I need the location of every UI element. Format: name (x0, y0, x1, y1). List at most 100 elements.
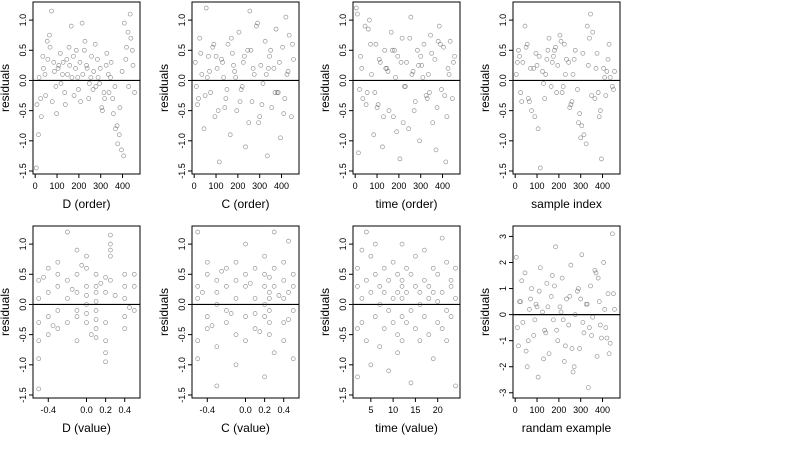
data-point (122, 326, 128, 331)
data-point (38, 96, 43, 101)
data-point (595, 275, 601, 281)
x-tick-label: -0.4 (41, 405, 57, 415)
data-point (442, 93, 448, 98)
data-point (267, 308, 272, 313)
y-tick-label: -1.5 (177, 163, 187, 179)
data-point (525, 338, 531, 344)
data-point (408, 271, 414, 277)
data-point (36, 356, 42, 362)
data-point (223, 96, 229, 101)
data-point (593, 270, 599, 276)
data-point (84, 63, 89, 68)
data-point (201, 126, 207, 132)
data-point (430, 356, 436, 362)
data-point (62, 102, 68, 107)
data-point (219, 56, 224, 62)
y-tick-label: -1.5 (177, 387, 187, 403)
data-point (607, 75, 613, 80)
data-point (560, 317, 566, 323)
y-tick-label: -1.0 (177, 357, 187, 373)
data-point (411, 108, 417, 113)
data-point (55, 284, 61, 289)
data-point (589, 93, 594, 98)
y-tick-label: 0.5 (498, 44, 508, 57)
data-point (576, 286, 581, 291)
data-points (353, 5, 457, 165)
data-point (436, 23, 442, 29)
data-point (425, 72, 431, 77)
data-point (534, 304, 540, 310)
data-point (60, 60, 66, 65)
data-point (568, 262, 574, 268)
data-point (84, 311, 89, 316)
data-point (113, 126, 118, 132)
data-point (263, 72, 269, 77)
x-tick-label: 100 (50, 181, 65, 191)
data-point (566, 60, 572, 65)
data-point (389, 47, 395, 53)
x-tick-label: 100 (370, 181, 385, 191)
data-point (281, 296, 287, 301)
plot-frame (191, 225, 300, 399)
panel-8: 0 100 200 300 400 -3 -2 -1 0 1 2 3 randam example res… (478, 225, 621, 435)
data-point (289, 114, 294, 120)
data-point (369, 72, 374, 77)
data-point (428, 32, 433, 38)
data-point (417, 338, 423, 344)
data-point (215, 108, 221, 113)
data-point (568, 102, 574, 107)
y-axis-label: residuals (318, 288, 332, 336)
data-point (581, 132, 587, 138)
data-point (204, 75, 210, 80)
data-point (423, 93, 429, 98)
data-point (269, 105, 275, 110)
data-point (355, 11, 360, 17)
y-axis-label: residuals (0, 64, 12, 112)
data-point (447, 38, 453, 44)
data-point (86, 81, 92, 86)
data-point (421, 247, 427, 253)
data-point (551, 317, 556, 323)
x-axis-label: sample index (531, 197, 602, 211)
data-point (531, 66, 537, 71)
data-point (444, 308, 449, 313)
data-point (531, 333, 537, 338)
data-point (225, 41, 231, 47)
data-point (203, 5, 209, 11)
y-tick-label: 0.5 (177, 44, 187, 57)
data-point (108, 277, 113, 283)
plot-frame (32, 225, 141, 399)
data-point (243, 241, 248, 247)
data-point (592, 267, 598, 273)
data-point (195, 284, 201, 289)
data-point (213, 53, 219, 59)
data-point (570, 369, 576, 375)
x-axis-label: C (value) (221, 421, 270, 435)
data-point (97, 81, 102, 86)
data-point (110, 96, 116, 101)
x-tick-label: 300 (573, 405, 588, 415)
data-point (594, 50, 600, 56)
data-point (214, 290, 220, 295)
data-point (267, 296, 272, 301)
data-point (403, 84, 408, 89)
data-point (115, 141, 121, 147)
data-point (399, 241, 405, 247)
data-point (571, 364, 577, 370)
data-point (448, 277, 454, 283)
x-tick-label: 400 (595, 405, 610, 415)
data-point (597, 108, 603, 113)
x-tick-label: -0.4 (200, 405, 216, 415)
data-point (604, 335, 610, 341)
data-point (424, 96, 430, 101)
data-points (192, 5, 296, 165)
data-point (567, 105, 573, 110)
data-point (585, 385, 591, 390)
data-point (260, 81, 266, 86)
x-tick-label: 400 (435, 181, 450, 191)
y-tick-label: 0 (498, 312, 508, 317)
data-point (580, 50, 586, 56)
data-point (214, 302, 220, 307)
x-tick-label: 0 (513, 405, 518, 415)
data-point (524, 41, 530, 47)
